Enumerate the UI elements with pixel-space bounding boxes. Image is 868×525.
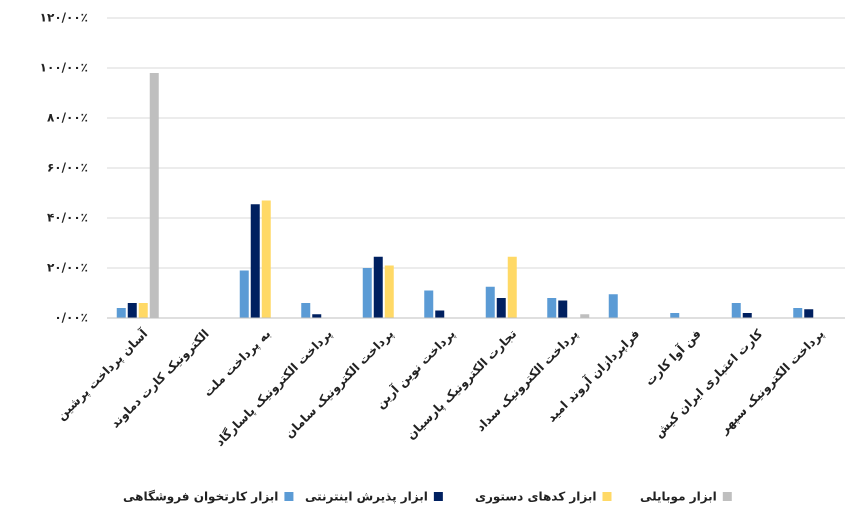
bar xyxy=(424,290,434,318)
legend-swatch xyxy=(284,492,294,501)
bar xyxy=(435,310,445,318)
legend-label: ابزار کدهای دستوری xyxy=(475,490,596,505)
y-tick-label: ۰/۰۰٪ xyxy=(54,311,88,325)
bar xyxy=(485,286,495,318)
bar xyxy=(608,294,618,318)
bar xyxy=(670,313,680,318)
bar xyxy=(138,303,148,318)
x-tick-label: فن آوا کارت xyxy=(642,326,705,389)
bar xyxy=(793,308,803,318)
bar xyxy=(301,303,311,318)
bar xyxy=(261,200,271,318)
bar xyxy=(149,73,159,318)
legend-item: ابزار کارتخوان فروشگاهی xyxy=(123,490,294,505)
legend-label: ابزار پذیرش اینترنتی xyxy=(305,490,428,504)
legend-item: ابزار کدهای دستوری xyxy=(475,490,612,505)
bar xyxy=(580,314,590,318)
legend-swatch xyxy=(433,492,443,501)
bar xyxy=(731,303,741,318)
bar xyxy=(312,314,322,318)
legend-swatch xyxy=(722,492,732,501)
y-tick-label: ۴۰/۰۰٪ xyxy=(47,211,88,225)
bar xyxy=(804,309,814,318)
legend-label: ابزار کارتخوان فروشگاهی xyxy=(123,490,278,505)
bar xyxy=(116,308,126,318)
y-tick-label: ۱۲۰/۰۰٪ xyxy=(40,11,88,25)
bar xyxy=(558,300,568,318)
bar xyxy=(239,270,249,318)
y-tick-label: ۱۰۰/۰۰٪ xyxy=(40,61,88,75)
bar xyxy=(507,256,517,318)
legend-label: ابزار موبایلی xyxy=(640,490,717,505)
y-tick-label: ۲۰/۰۰٪ xyxy=(47,261,88,275)
bar xyxy=(384,265,394,318)
bar xyxy=(496,298,506,318)
bar xyxy=(742,313,752,318)
bar xyxy=(250,204,260,318)
x-tick-label: پرداخت الکترونیک سپهر xyxy=(716,327,827,438)
x-tick-label: پرداخت الکترونیک سامان xyxy=(282,327,397,442)
bar xyxy=(127,303,137,318)
x-tick-label: تجارت الکترونیک پارسیان xyxy=(404,327,520,443)
legend-swatch xyxy=(602,492,612,501)
x-tick-label: پرداخت الکترونیک سداد xyxy=(473,327,581,435)
bar xyxy=(373,256,383,318)
bar xyxy=(362,268,372,318)
y-tick-label: ۶۰/۰۰٪ xyxy=(47,161,88,175)
legend-item: ابزار موبایلی xyxy=(640,490,732,505)
x-tick-label: پرداخت الکترونیک پاسارگاد xyxy=(213,327,336,450)
bar xyxy=(547,298,557,318)
legend-item: ابزار پذیرش اینترنتی xyxy=(305,490,443,504)
x-tick-label: کارت اعتباری ایران کیش xyxy=(652,327,766,441)
y-tick-label: ۸۰/۰۰٪ xyxy=(47,111,88,125)
